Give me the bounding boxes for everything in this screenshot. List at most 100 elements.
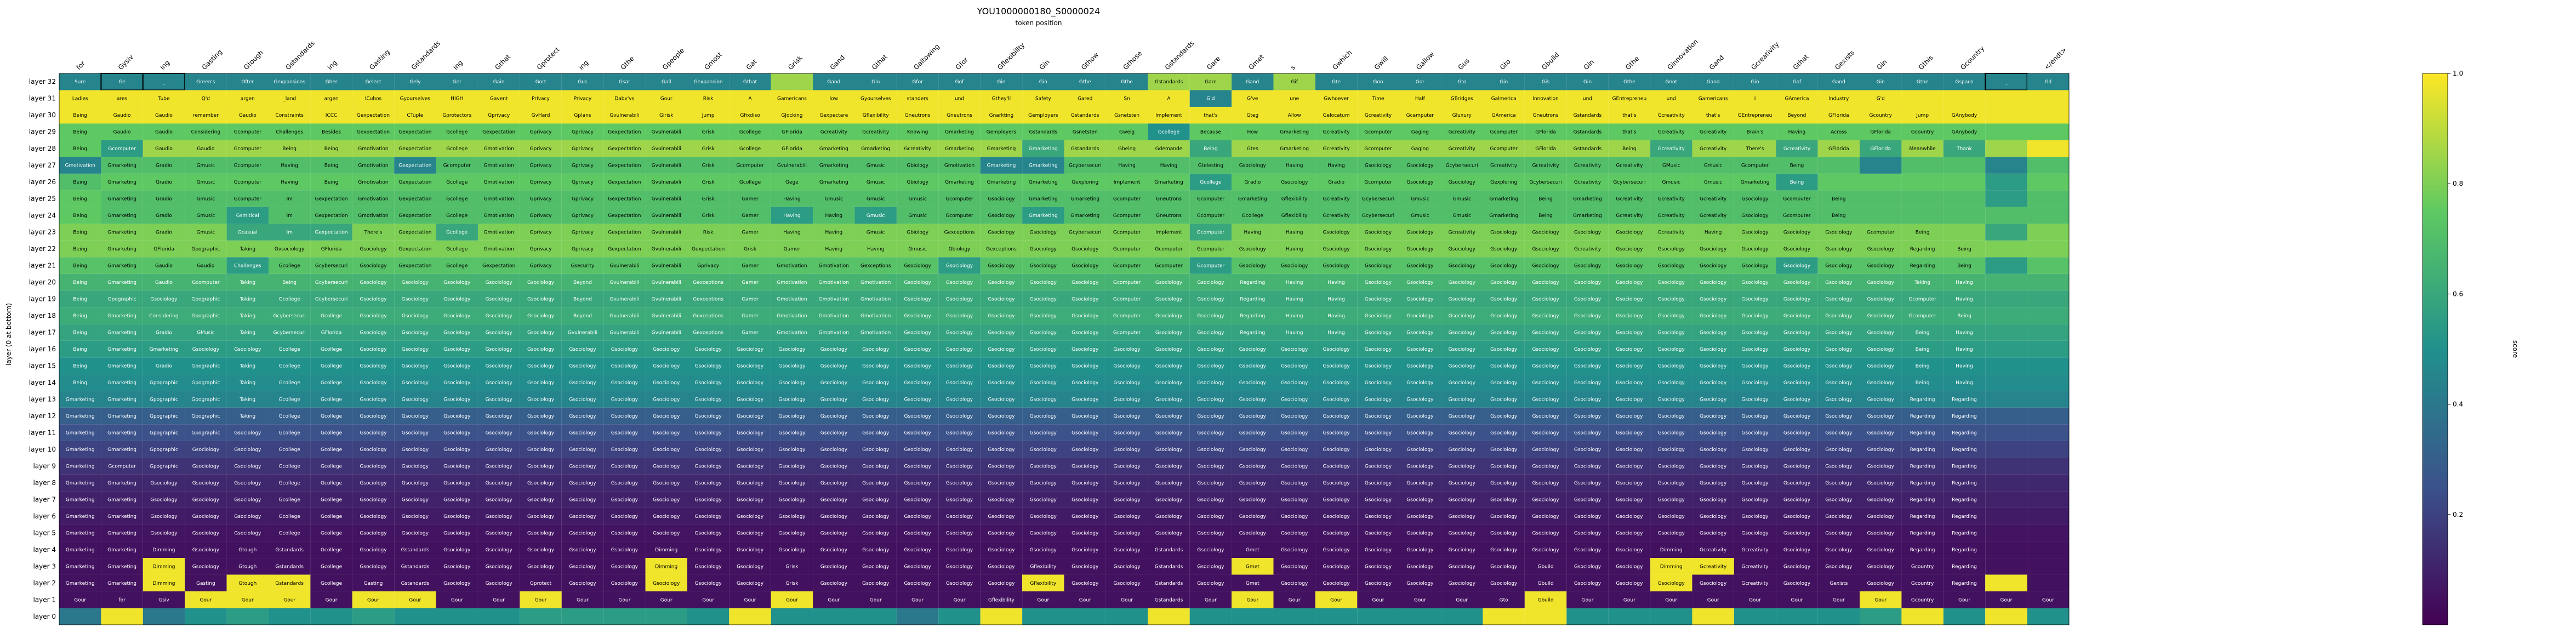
heatmap-cell: [561, 207, 604, 224]
heatmap-cell: [813, 123, 855, 140]
heatmap-cell: [185, 140, 227, 157]
cell-label: Regarding: [1910, 464, 1935, 469]
heatmap-cell: [1566, 123, 1609, 140]
heatmap-cell: [561, 140, 604, 157]
cell-label: Gsociology: [1406, 531, 1434, 536]
cell-label: Gsociology: [1783, 397, 1811, 402]
cell-label: Regarding: [1952, 564, 1977, 569]
cell-label: Gsociology: [1658, 264, 1685, 269]
cell-label: Gsociology: [1323, 447, 1350, 453]
cell-label: Gsociology: [611, 380, 639, 386]
heatmap-cell: [854, 140, 897, 157]
cell-label: Gsociology: [527, 347, 555, 352]
cell-label: Gneutrons: [947, 113, 972, 118]
cell-label: Gsociology: [150, 481, 178, 486]
cell-label: Gsociology: [1323, 264, 1350, 269]
heatmap-cell: [268, 190, 311, 207]
cell-label: Gsociology: [1197, 313, 1224, 319]
cell-label: Gsociology: [1741, 297, 1769, 303]
heatmap-cell: [1943, 608, 1986, 625]
cell-label: Gstandards: [1029, 130, 1058, 135]
heatmap-cell: [1524, 73, 1567, 90]
cell-label: Gsociology: [1783, 414, 1811, 419]
colorbar-tick-label: 0.4: [2453, 401, 2463, 408]
x-tick-label: Gstandards: [410, 39, 442, 72]
cell-label: Gamer: [742, 297, 759, 303]
heatmap-cell: [1441, 224, 1483, 241]
cell-label: Taking: [239, 380, 255, 386]
cell-label: Gsociology: [443, 464, 471, 469]
cell-label: Gmarketing: [1070, 197, 1099, 202]
cell-label: Gcollege: [321, 548, 343, 553]
cell-label: Dimming: [655, 548, 677, 553]
cell-label: Gsociology: [1616, 313, 1643, 319]
cell-label: Gor: [1416, 79, 1424, 85]
heatmap-cell: [1566, 106, 1609, 124]
cell-label: Gmarketing: [1238, 197, 1267, 202]
heatmap-cell: [2027, 357, 2069, 374]
heatmap-cell: [1985, 441, 2027, 458]
cell-label: Gpographic: [108, 297, 136, 303]
cell-label: Gsociology: [402, 397, 429, 402]
heatmap-cell: [1524, 106, 1567, 124]
cell-label: Gmarketing: [150, 347, 179, 352]
cell-label: Gprivacy: [530, 247, 552, 252]
heatmap-cell: [1566, 240, 1609, 258]
cell-label: Gsociology: [1574, 531, 1602, 536]
x-tick-label: Gin: [1038, 58, 1051, 71]
cell-label: Being: [73, 280, 87, 286]
cell-label: Gsociology: [820, 464, 848, 469]
cell-label: Gmotivation: [483, 230, 514, 236]
heatmap-cell: [268, 90, 311, 107]
heatmap-cell: [1273, 240, 1315, 258]
heatmap-cell: [813, 73, 855, 90]
cell-label: Gcollege: [279, 514, 301, 520]
cell-label: Gsociology: [1281, 380, 1308, 386]
heatmap-cell: [1776, 257, 1818, 274]
cell-label: low: [830, 96, 838, 102]
heatmap-cell: [1105, 207, 1148, 224]
cell-label: Gsociology: [1867, 564, 1895, 569]
cell-label: Gsociology: [1825, 564, 1853, 569]
cell-label: Gsociology: [443, 430, 471, 436]
heatmap-cell: [1985, 123, 2027, 140]
heatmap-cell: [1315, 173, 1358, 191]
cell-label: Gsociology: [737, 581, 764, 586]
cell-label: Gweig: [1119, 130, 1135, 135]
heatmap-cell: [1901, 240, 1944, 258]
cell-label: Gsociology: [1490, 581, 1518, 586]
cell-label: Gmarketing: [107, 264, 136, 269]
cell-label: Gsociology: [402, 430, 429, 436]
heatmap-cell: [268, 608, 311, 625]
cell-label: Regarding: [1952, 581, 1977, 586]
cell-label: Gsociology: [1281, 397, 1308, 402]
cell-label: Gexpectation: [608, 163, 641, 169]
cell-label: Gcomputer: [1908, 313, 1936, 319]
cell-label: Gsociology: [1825, 330, 1853, 336]
cell-label: Gsociology: [1114, 531, 1141, 536]
cell-label: Gsociology: [1783, 230, 1811, 236]
cell-label: Considering: [191, 130, 221, 135]
heatmap-cell: [59, 90, 101, 107]
cell-label: Gsociology: [1783, 514, 1811, 520]
heatmap-cell: [603, 123, 646, 140]
cell-label: Gsociology: [1365, 581, 1392, 586]
heatmap-cell: [1315, 123, 1358, 140]
cell-label: Gsociology: [1406, 313, 1434, 319]
cell-label: Gmarketing: [1029, 163, 1058, 169]
cell-label: Gsociology: [737, 430, 764, 436]
heatmap-cell: [310, 257, 352, 274]
cell-label: Gour: [828, 597, 840, 603]
heatmap-cell: [1105, 90, 1148, 107]
heatmap-cell: [352, 73, 395, 90]
cell-label: Gcollege: [1242, 213, 1264, 219]
heatmap-cell: [1860, 140, 1902, 157]
cell-label: Gsociology: [1449, 481, 1476, 486]
heatmap-cell: [226, 157, 269, 174]
cell-label: Gsociology: [1281, 564, 1308, 569]
cell-label: Gcreativity: [904, 146, 932, 152]
cell-label: Gmarketing: [107, 230, 136, 236]
heatmap-cell: [1860, 224, 1902, 241]
cell-label: Gsociology: [360, 548, 387, 553]
cell-label: Gour: [1665, 597, 1677, 603]
